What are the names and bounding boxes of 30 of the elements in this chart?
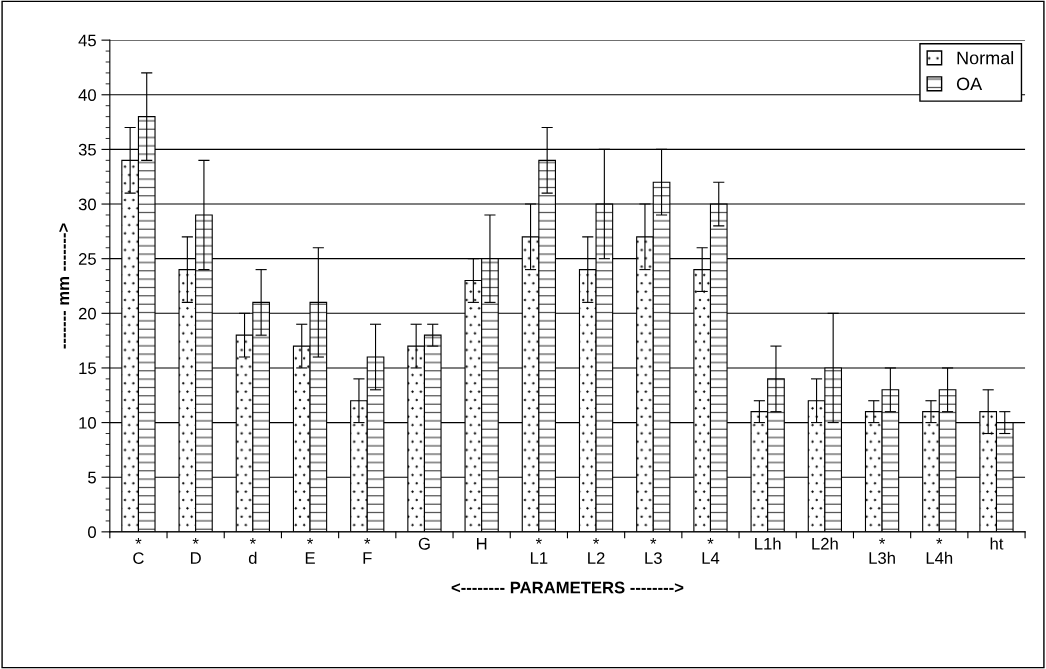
x-tick-label: L1h — [755, 537, 781, 550]
x-tick-label: * F — [363, 538, 372, 564]
x-tick-label: * L4h — [926, 538, 953, 564]
y-tick-label: 45 — [78, 34, 96, 47]
x-tick-label: * E — [305, 538, 315, 564]
y-tick-label: 25 — [78, 253, 96, 265]
y-axis-title: ------- mm -------> — [59, 223, 70, 349]
x-tick-label: * d — [248, 538, 257, 564]
legend-label: OA — [956, 77, 983, 91]
y-tick-label: 20 — [78, 307, 96, 320]
y-tick-label: 10 — [79, 416, 96, 429]
x-tick-label: G — [418, 537, 430, 550]
x-tick-label: * C — [133, 538, 144, 564]
y-tick-label: 15 — [79, 362, 96, 375]
y-tick-label: 35 — [78, 143, 96, 156]
x-tick-label: * L3 — [645, 538, 662, 564]
x-tick-label: L2h — [812, 537, 838, 550]
x-tick-label: * L1 — [530, 538, 548, 564]
y-tick-label: 0 — [88, 526, 96, 539]
y-tick-label: 30 — [78, 198, 96, 211]
x-tick-label: * D — [190, 538, 201, 564]
y-tick-label: 5 — [88, 471, 96, 484]
x-tick-label: * L4 — [702, 538, 720, 564]
x-tick-label: H — [477, 538, 487, 550]
legend-label: Normal — [957, 51, 1014, 65]
x-tick-label: * L2 — [588, 538, 605, 564]
x-axis-title: <-------- PARAMETERS --------> — [451, 581, 684, 594]
y-tick-label: 40 — [78, 89, 96, 101]
x-tick-label: * L3h — [869, 538, 895, 564]
x-tick-label: ht — [990, 537, 1004, 550]
